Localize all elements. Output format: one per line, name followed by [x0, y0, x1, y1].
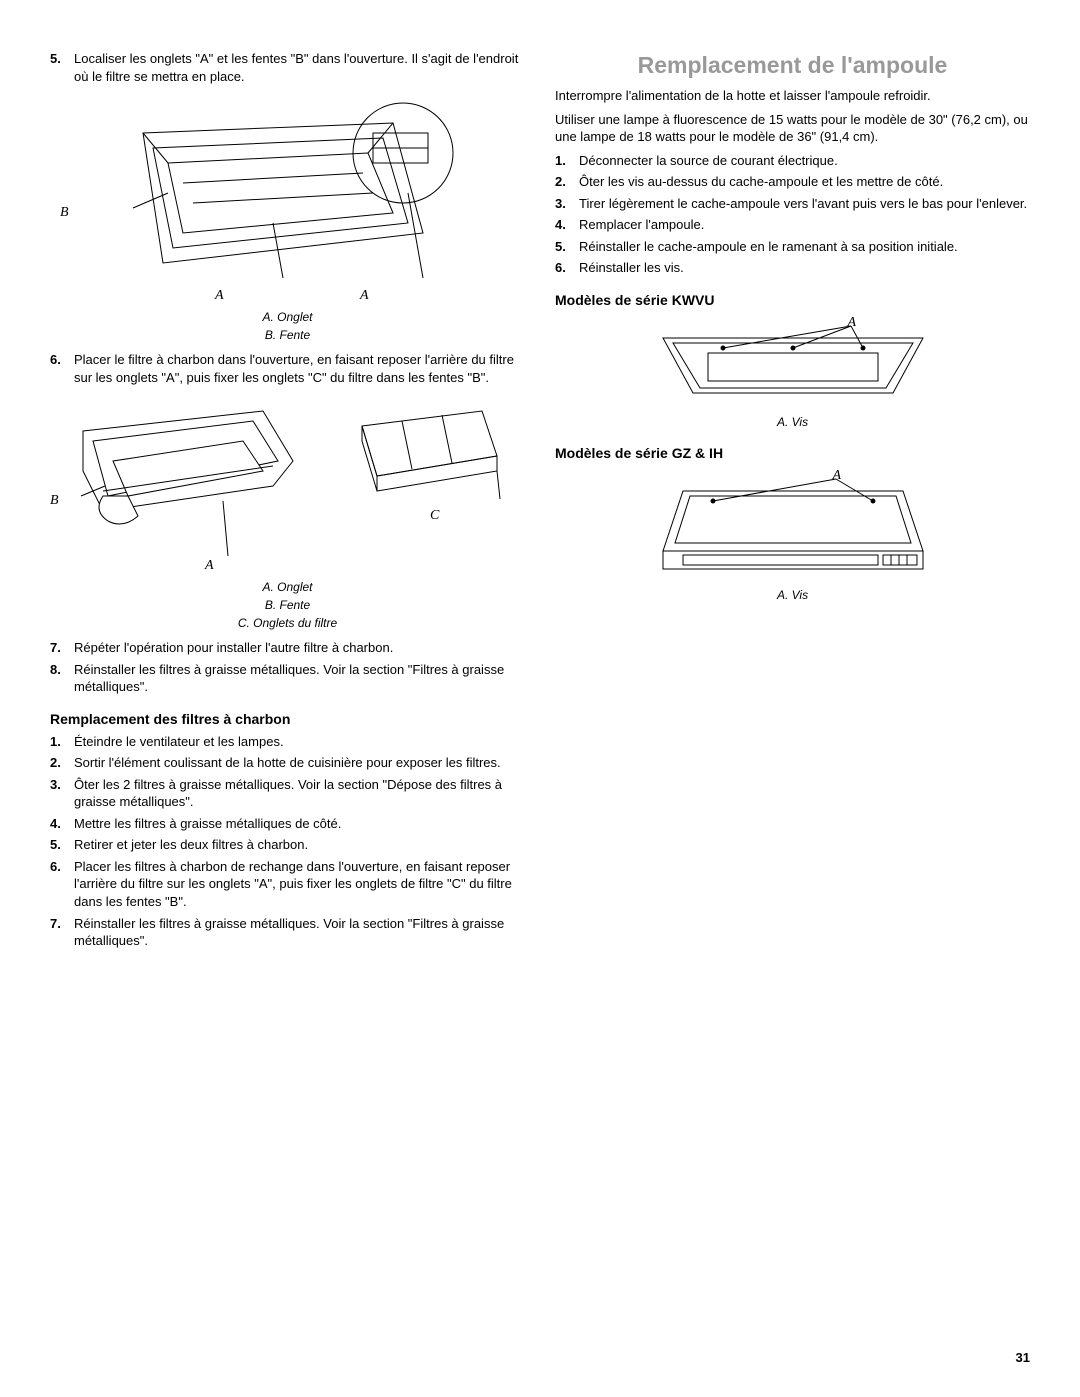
- fig2-caption-c: C. Onglets du filtre: [50, 615, 525, 631]
- replace-heading: Remplacement des filtres à charbon: [50, 710, 525, 729]
- step-text: Réinstaller les filtres à graisse métall…: [74, 661, 525, 696]
- right-step-6: 6. Réinstaller les vis.: [555, 259, 1030, 277]
- step-text: Retirer et jeter les deux filtres à char…: [74, 836, 525, 854]
- r-step-6: 6. Placer les filtres à charbon de recha…: [50, 858, 525, 911]
- r-step-5: 5. Retirer et jeter les deux filtres à c…: [50, 836, 525, 854]
- diagram-filter-install-icon: [73, 401, 303, 561]
- step-num: 4.: [50, 815, 74, 833]
- right-step-3: 3. Tirer légèrement le cache-ampoule ver…: [555, 195, 1030, 213]
- step-num: 5.: [50, 836, 74, 854]
- step-text: Répéter l'opération pour installer l'aut…: [74, 639, 525, 657]
- diagram-gz-ih-icon: [653, 471, 933, 581]
- diagram-tabs-slots-icon: [113, 93, 463, 303]
- step-7: 7. Répéter l'opération pour installer l'…: [50, 639, 525, 657]
- step-num: 2.: [555, 173, 579, 191]
- right-step-4: 4. Remplacer l'ampoule.: [555, 216, 1030, 234]
- right-column: Remplacement de l'ampoule Interrompre l'…: [555, 50, 1030, 954]
- fig2-label-b: B: [50, 492, 59, 511]
- step-num: 7.: [50, 915, 74, 950]
- step-text: Placer le filtre à charbon dans l'ouvert…: [74, 351, 525, 386]
- left-column: 5. Localiser les onglets "A" et les fent…: [50, 50, 525, 954]
- r-step-2: 2. Sortir l'élément coulissant de la hot…: [50, 754, 525, 772]
- fig4-label-a: A: [833, 467, 842, 486]
- figure-3: A A.: [555, 318, 1030, 430]
- intro-2: Utiliser une lampe à fluorescence de 15 …: [555, 111, 1030, 146]
- step-text: Éteindre le ventilateur et les lampes.: [74, 733, 525, 751]
- step-num: 8.: [50, 661, 74, 696]
- diagram-kwvu-icon: [653, 318, 933, 408]
- step-text: Localiser les onglets "A" et les fentes …: [74, 50, 525, 85]
- model1-heading: Modèles de série KWVU: [555, 291, 1030, 310]
- step-num: 5.: [50, 50, 74, 85]
- fig2-label-c: C: [430, 507, 439, 526]
- step-text: Ôter les vis au-dessus du cache-ampoule …: [579, 173, 1030, 191]
- r-step-7: 7. Réinstaller les filtres à graisse mét…: [50, 915, 525, 950]
- fig4-caption: A. Vis: [555, 587, 1030, 603]
- figure-4: A: [555, 471, 1030, 603]
- figure-1: B A A A. Onglet B. Fente: [50, 93, 525, 343]
- step-num: 7.: [50, 639, 74, 657]
- fig1-label-a2: A: [360, 287, 369, 306]
- step-num: 4.: [555, 216, 579, 234]
- model2-heading: Modèles de série GZ & IH: [555, 444, 1030, 463]
- fig2-label-a: A: [205, 557, 214, 576]
- step-text: Réinstaller le cache-ampoule en le ramen…: [579, 238, 1030, 256]
- step-6: 6. Placer le filtre à charbon dans l'ouv…: [50, 351, 525, 386]
- step-text: Mettre les filtres à graisse métalliques…: [74, 815, 525, 833]
- r-step-4: 4. Mettre les filtres à graisse métalliq…: [50, 815, 525, 833]
- intro-1: Interrompre l'alimentation de la hotte e…: [555, 87, 1030, 105]
- step-text: Déconnecter la source de courant électri…: [579, 152, 1030, 170]
- step-text: Ôter les 2 filtres à graisse métalliques…: [74, 776, 525, 811]
- step-8: 8. Réinstaller les filtres à graisse mét…: [50, 661, 525, 696]
- step-num: 1.: [555, 152, 579, 170]
- fig2-caption-a: A. Onglet: [50, 579, 525, 595]
- right-step-5: 5. Réinstaller le cache-ampoule en le ra…: [555, 238, 1030, 256]
- step-num: 6.: [555, 259, 579, 277]
- step-text: Placer les filtres à charbon de rechange…: [74, 858, 525, 911]
- step-text: Tirer légèrement le cache-ampoule vers l…: [579, 195, 1030, 213]
- section-title: Remplacement de l'ampoule: [555, 50, 1030, 81]
- fig3-label-a: A: [848, 314, 857, 333]
- step-num: 5.: [555, 238, 579, 256]
- step-num: 6.: [50, 858, 74, 911]
- step-5: 5. Localiser les onglets "A" et les fent…: [50, 50, 525, 85]
- step-num: 3.: [555, 195, 579, 213]
- fig1-label-b: B: [60, 204, 69, 223]
- step-num: 2.: [50, 754, 74, 772]
- step-num: 1.: [50, 733, 74, 751]
- fig1-caption-b: B. Fente: [50, 327, 525, 343]
- page-number: 31: [1016, 1349, 1030, 1367]
- right-step-2: 2. Ôter les vis au-dessus du cache-ampou…: [555, 173, 1030, 191]
- r-step-3: 3. Ôter les 2 filtres à graisse métalliq…: [50, 776, 525, 811]
- step-num: 6.: [50, 351, 74, 386]
- step-text: Remplacer l'ampoule.: [579, 216, 1030, 234]
- diagram-filter-top-icon: [352, 401, 502, 511]
- figure-2: B A C A. Onglet B. Fente C. Onglets du f…: [50, 395, 525, 632]
- right-step-1: 1. Déconnecter la source de courant élec…: [555, 152, 1030, 170]
- step-num: 3.: [50, 776, 74, 811]
- step-text: Réinstaller les vis.: [579, 259, 1030, 277]
- fig3-caption: A. Vis: [555, 414, 1030, 430]
- fig1-label-a1: A: [215, 287, 224, 306]
- step-text: Sortir l'élément coulissant de la hotte …: [74, 754, 525, 772]
- fig2-caption-b: B. Fente: [50, 597, 525, 613]
- fig1-caption-a: A. Onglet: [50, 309, 525, 325]
- r-step-1: 1. Éteindre le ventilateur et les lampes…: [50, 733, 525, 751]
- step-text: Réinstaller les filtres à graisse métall…: [74, 915, 525, 950]
